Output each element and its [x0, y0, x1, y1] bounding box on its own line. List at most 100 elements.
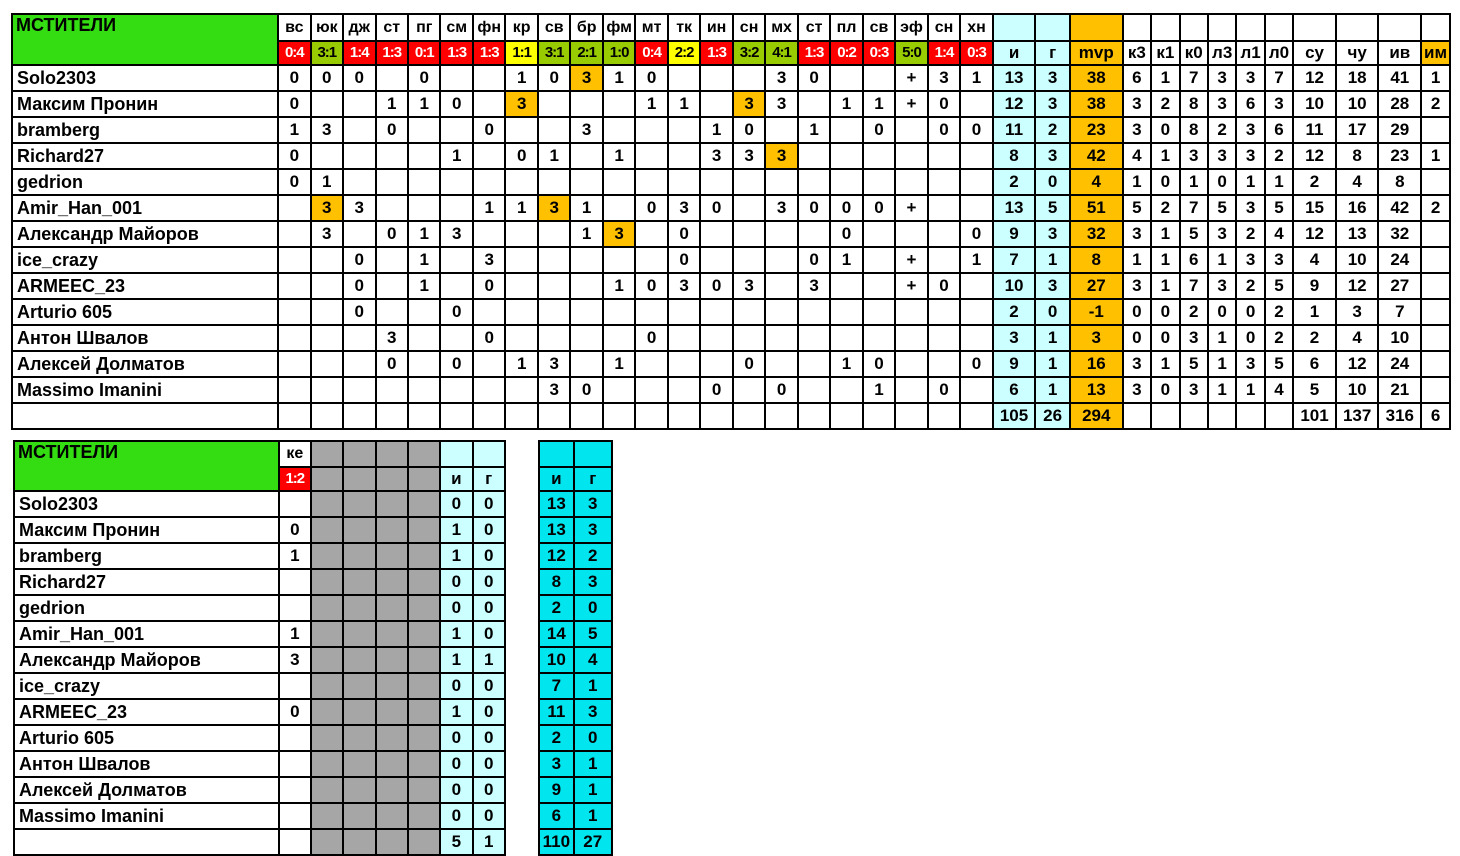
- games-cell: 0: [439, 750, 474, 778]
- cumulative-goals-cell: 3: [572, 568, 614, 596]
- table-row: Amir_Han_001 3 3 1 1 3 1 0 3 0 3 0 0 0 +13 5 51 5 2 7 5 3 5 15 1…: [10, 194, 1451, 222]
- table-row: Антон Швалов 3 0 0 3 1 3 0 0 3 1 0 2 2 4 10: [10, 324, 1451, 352]
- stat-header-1: и: [991, 40, 1037, 66]
- table-row: Solo2303 0 0 13 3: [13, 490, 614, 518]
- unused-column: [406, 620, 442, 648]
- unused-column: [374, 698, 409, 726]
- stat-cell: 3: [1206, 142, 1238, 170]
- column-gap: [504, 803, 540, 829]
- games-cell: 1: [439, 542, 474, 570]
- stat-header-top-empty: [1292, 13, 1337, 42]
- player-name: Александр Майоров: [10, 220, 280, 248]
- game-score-cell: 3: [569, 116, 604, 144]
- game-score-cell: [374, 142, 410, 170]
- game-score-cell: [666, 298, 702, 326]
- total-cell: 294: [1068, 402, 1124, 430]
- stat-header-11: чу: [1334, 40, 1380, 66]
- game-score-cell: 1: [277, 542, 312, 570]
- table-row: gedrion 0 0 2 0: [13, 594, 614, 622]
- header-row-codes: МСТИТЕЛИ ке: [13, 440, 614, 492]
- game-score-cell: 0: [471, 272, 507, 300]
- table-row: Arturio 605 0 0 2 0 -1 0 0 2 0 0 2 1 3 7: [10, 298, 1451, 326]
- totals-empty-cell: [342, 402, 377, 430]
- stat-cell: 1: [1206, 324, 1238, 352]
- game-score-cell: 0: [342, 272, 377, 300]
- stat-cell: 7: [1178, 194, 1209, 222]
- cumulative-games-cell: 6: [538, 802, 575, 830]
- stat-header-top-empty: [1121, 13, 1153, 42]
- game-score-cell: [926, 220, 962, 248]
- unused-column: [374, 750, 409, 778]
- stat-cell: 2: [1263, 324, 1295, 352]
- game-score-cell: 0: [634, 272, 669, 300]
- game-score-cell: 1: [504, 194, 539, 222]
- game-score-cell: [764, 168, 799, 196]
- game-score-cell: [926, 350, 962, 378]
- stat-cell: [1420, 272, 1451, 300]
- unused-column: [342, 750, 377, 778]
- goals-cell: 0: [471, 516, 506, 544]
- game-score-cell: 0: [277, 64, 312, 92]
- stat-cell: 7: [1178, 64, 1209, 92]
- unused-column: [309, 776, 345, 804]
- game-score-cell: [731, 220, 767, 248]
- game-score-cell: [829, 64, 864, 92]
- stat-cell: 0: [1150, 168, 1181, 196]
- opponent-score: 1:0: [601, 40, 637, 66]
- game-score-cell: [277, 672, 312, 700]
- game-score-cell: [439, 246, 474, 274]
- game-score-cell: 3: [601, 220, 637, 248]
- stat-cell: 3: [1121, 272, 1153, 300]
- table-row: gedrion 0 1 2 0 4 1 0 1 0 1 1 2 4 8: [10, 168, 1451, 196]
- game-score-cell: [277, 324, 312, 352]
- game-score-cell: 1: [406, 246, 442, 274]
- table-row: ARMEEC_23 0 1 0 1 0 3 0 3 3 +0 10 3 27 3 1 7 3 2 5 9 12 27: [10, 272, 1451, 300]
- game-score-cell: [406, 324, 442, 352]
- unused-column: [342, 490, 377, 518]
- stat-header-top-empty: [1263, 13, 1295, 42]
- game-score-cell: [277, 724, 312, 752]
- game-score-cell: 0: [374, 350, 410, 378]
- player-name: bramberg: [13, 542, 280, 570]
- stat-header-top-empty: [439, 440, 474, 468]
- opponent-code: пг: [406, 13, 442, 42]
- stat-cell: 10: [1334, 246, 1380, 274]
- game-score-cell: [634, 220, 669, 248]
- game-score-cell: [277, 594, 312, 622]
- game-score-cell: 3: [666, 194, 702, 222]
- unused-column: [374, 516, 409, 544]
- game-score-cell: 1: [601, 142, 637, 170]
- game-score-cell: [634, 142, 669, 170]
- stat-cell: 3: [1206, 90, 1238, 118]
- opponent-code: св: [536, 13, 572, 42]
- header-row-codes: МСТИТЕЛИ вс юк дж ст пг см фн кр св бр фм мт тк ин сн мх…: [10, 13, 1451, 66]
- game-score-cell: [504, 298, 539, 326]
- game-score-cell: 0: [731, 350, 767, 378]
- header-row-scores: 0:4 3:1 1:4 1:3 0:1 1:3 1:3 1:1 3:1 2:1 1:0 0:4 2:2 1…: [12, 40, 1451, 66]
- stat-cell: 1: [1150, 220, 1181, 248]
- total-cell: [1235, 402, 1266, 430]
- opponent-score: 1:3: [471, 40, 507, 66]
- table-row: Massimo Imanini 0 0 6 1: [13, 802, 614, 830]
- game-score-cell: [634, 168, 669, 196]
- opponent-score: 1:2: [277, 466, 312, 492]
- game-score-cell: [894, 142, 929, 170]
- total-cell: 137: [1334, 402, 1380, 430]
- unused-column: [342, 542, 377, 570]
- game-score-cell: [894, 324, 929, 352]
- table-row: bramberg 1 3 0 0 3 1 0 1 0 0 0 11 2 23 3 0 8 2 3 6 11 17 29: [10, 116, 1451, 144]
- stat-cell: 1: [1206, 246, 1238, 274]
- game-score-cell: [959, 194, 994, 222]
- game-score-cell: [731, 376, 767, 404]
- game-score-cell: 3: [926, 64, 962, 92]
- unused-column: [309, 620, 345, 648]
- stat-cell: [1420, 350, 1451, 378]
- stat-cell: 10: [1334, 90, 1380, 118]
- unused-column: [406, 724, 442, 752]
- stat-cell: 12: [1334, 350, 1380, 378]
- opponent-code: тк: [666, 13, 702, 42]
- stat-header-top-empty: [1178, 13, 1209, 42]
- cumulative-goals-cell: 3: [572, 516, 614, 544]
- stat-cell: 2: [1150, 194, 1181, 222]
- column-gap: [504, 647, 540, 673]
